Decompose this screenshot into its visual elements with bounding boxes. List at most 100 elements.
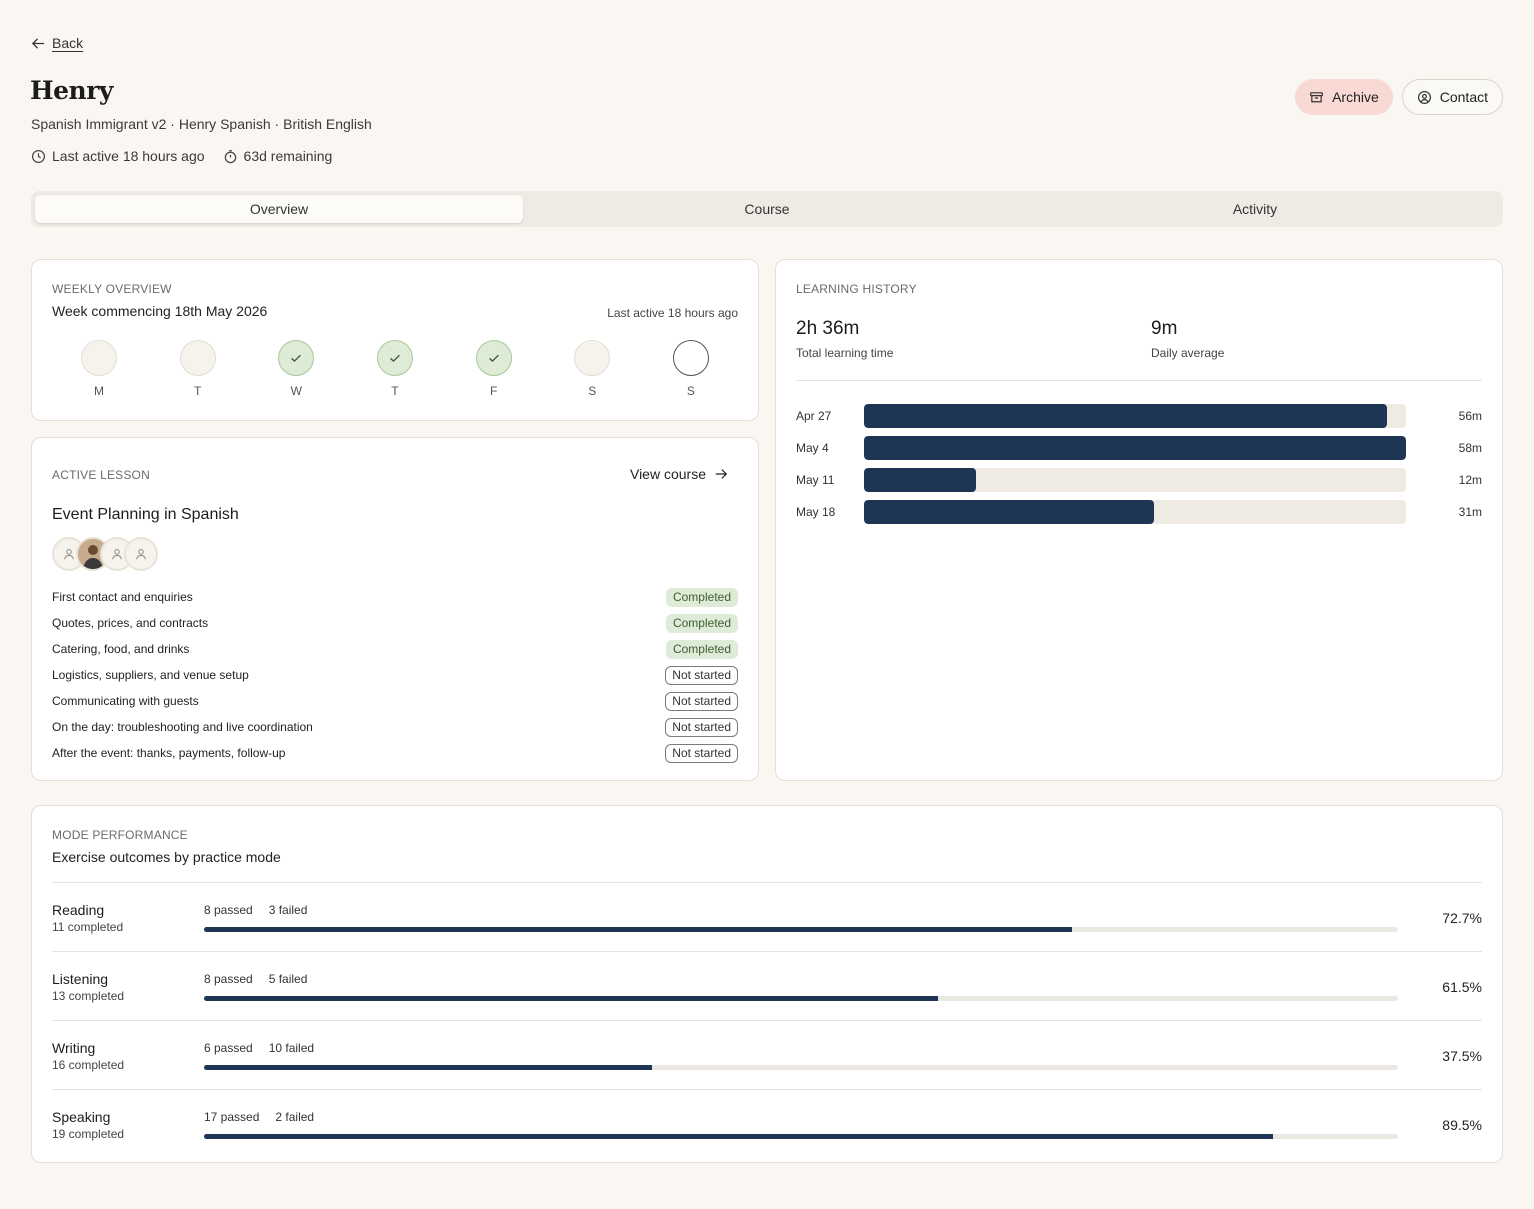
mode-name: Writing <box>52 1040 96 1056</box>
day-1: T <box>179 340 216 398</box>
avatar-group <box>52 537 158 571</box>
mode-name: Speaking <box>52 1109 111 1125</box>
lesson-row[interactable]: After the event: thanks, payments, follo… <box>52 740 738 766</box>
mode-outcomes: 6 passed 10 failed <box>204 1041 314 1055</box>
lesson-list: First contact and enquiries Completed Quot… <box>52 584 738 766</box>
contact-button[interactable]: Contact <box>1401 79 1503 115</box>
lesson-name: After the event: thanks, payments, follo… <box>52 746 286 760</box>
history-bar-track <box>864 436 1406 460</box>
remaining: 63d remaining <box>223 148 332 164</box>
check-icon <box>488 354 499 363</box>
tab-overview[interactable]: Overview <box>35 195 523 223</box>
mode-row: Writing 16 completed 6 passed 10 failed 37.5… <box>52 1020 1482 1089</box>
lesson-row[interactable]: Quotes, prices, and contracts Completed <box>52 610 738 636</box>
lesson-row[interactable]: First contact and enquiries Completed <box>52 584 738 610</box>
history-bar <box>864 500 1154 524</box>
mode-percentage: 72.7% <box>1442 910 1482 926</box>
mode-progress-fill <box>204 927 1073 932</box>
archive-button[interactable]: Archive <box>1295 79 1393 115</box>
mode-outcomes: 8 passed 3 failed <box>204 903 307 917</box>
mode-failed: 10 failed <box>268 1041 315 1055</box>
day-label: F <box>489 384 498 398</box>
mode-row: Reading 11 completed 8 passed 3 failed 72.7% <box>52 882 1482 951</box>
history-row: Apr 27 56m <box>796 400 1482 432</box>
day-label: M <box>94 384 104 398</box>
day-status-dot <box>672 340 709 376</box>
weekly-overview-card: WEEKLY OVERVIEW Week commencing 18th May… <box>31 259 759 421</box>
tab-bar: Overview Course Activity <box>31 191 1503 227</box>
history-eyebrow: LEARNING HISTORY <box>796 282 917 296</box>
history-bar <box>864 436 1406 460</box>
mode-subtitle: Exercise outcomes by practice mode <box>52 849 281 865</box>
mode-progress-fill <box>204 1065 652 1070</box>
back-link[interactable]: Back <box>31 35 83 51</box>
mode-row: Speaking 19 completed 17 passed 2 failed 89.… <box>52 1089 1482 1158</box>
history-minutes: 56m <box>1458 409 1482 423</box>
view-course-label: View course <box>629 466 706 482</box>
mode-failed: 2 failed <box>275 1110 315 1124</box>
day-label: T <box>193 384 202 398</box>
history-date: May 4 <box>796 441 829 455</box>
weekly-minutes-bars: Apr 27 56m May 4 58m May 11 12m May 18 31m <box>796 400 1482 528</box>
daily-average-value: 9m <box>1151 318 1178 339</box>
mode-name: Listening <box>52 971 109 987</box>
mode-percentage: 61.5% <box>1442 979 1482 995</box>
mode-progress-fill <box>204 1134 1273 1139</box>
clock-icon <box>31 149 46 163</box>
mode-name: Reading <box>52 902 105 918</box>
status-badge: Completed <box>665 639 738 659</box>
history-bar <box>864 468 977 492</box>
history-row: May 4 58m <box>796 432 1482 464</box>
lesson-eyebrow: ACTIVE LESSON <box>52 468 150 482</box>
check-icon <box>291 354 302 363</box>
mode-percentage: 37.5% <box>1442 1048 1482 1064</box>
mode-progress-track <box>204 927 1398 932</box>
day-6: S <box>672 340 709 398</box>
status-badge: Not started <box>665 691 738 711</box>
lesson-row[interactable]: Communicating with guests Not started <box>52 688 738 714</box>
status-badge: Not started <box>665 665 738 685</box>
lesson-name: Logistics, suppliers, and venue setup <box>52 668 249 682</box>
mode-passed: 8 passed <box>204 972 253 986</box>
page-subtitle: Spanish Immigrant v2 · Henry Spanish · B… <box>31 116 372 132</box>
back-label: Back <box>52 35 84 51</box>
learning-history-card: LEARNING HISTORY 2h 36m Total learning t… <box>775 259 1503 781</box>
day-status-dot <box>278 340 315 376</box>
contact-label: Contact <box>1439 89 1488 105</box>
day-5: S <box>574 340 611 398</box>
lesson-row[interactable]: Logistics, suppliers, and venue setup Not… <box>52 662 738 688</box>
avatar <box>124 537 158 571</box>
daily-average-label: Daily average <box>1151 346 1225 360</box>
total-learning-stat: 2h 36m Total learning time <box>796 318 893 360</box>
lesson-row[interactable]: On the day: troubleshooting and live coo… <box>52 714 738 740</box>
user-circle-icon <box>1417 90 1431 104</box>
page-title: Henry <box>30 76 113 105</box>
mode-outcomes: 8 passed 5 failed <box>204 972 307 986</box>
history-date: May 18 <box>796 505 836 519</box>
mode-row: Listening 13 completed 8 passed 5 failed 61.… <box>52 951 1482 1020</box>
mode-passed: 8 passed <box>204 903 253 917</box>
status-badge: Completed <box>665 613 738 633</box>
mode-progress-track <box>204 1065 1398 1070</box>
weekly-eyebrow: WEEKLY OVERVIEW <box>52 282 172 296</box>
lesson-name: On the day: troubleshooting and live coo… <box>52 720 313 734</box>
tab-course[interactable]: Course <box>744 201 790 217</box>
mode-completed: 13 completed <box>52 989 125 1003</box>
history-date: May 11 <box>796 473 835 487</box>
view-course-link[interactable]: View course <box>630 466 728 482</box>
day-status-dot <box>574 340 611 376</box>
tab-activity[interactable]: Activity <box>1232 201 1278 217</box>
mode-list: Reading 11 completed 8 passed 3 failed 72.7%… <box>52 882 1482 1158</box>
day-status-dot <box>81 340 117 376</box>
status-badge: Completed <box>665 587 738 607</box>
mode-eyebrow: MODE PERFORMANCE <box>52 828 188 842</box>
day-label: W <box>290 384 302 398</box>
lesson-row[interactable]: Catering, food, and drinks Completed <box>52 636 738 662</box>
history-row: May 11 12m <box>796 464 1482 496</box>
mode-progress-track <box>204 996 1398 1001</box>
lesson-name: Catering, food, and drinks <box>52 642 190 656</box>
lesson-name: Communicating with guests <box>52 694 199 708</box>
status-badge: Not started <box>665 717 738 737</box>
mode-progress-track <box>204 1134 1398 1139</box>
mode-completed: 19 completed <box>52 1127 125 1141</box>
